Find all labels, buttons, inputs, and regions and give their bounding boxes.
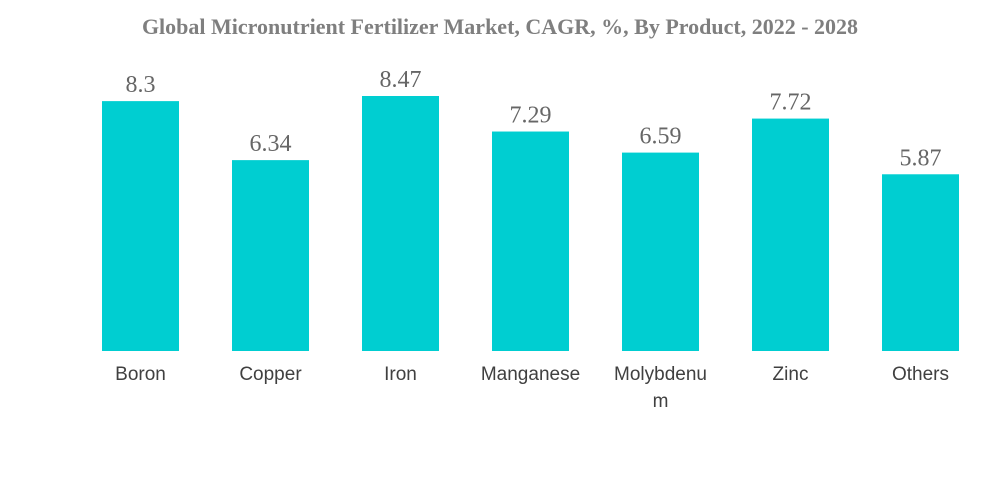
value-label-iron: 8.47 [380,67,422,93]
bar-copper [232,160,309,351]
value-label-boron: 8.3 [126,72,156,98]
chart-title: Global Micronutrient Fertilizer Market, … [141,14,859,39]
category-label-copper: Copper [239,364,302,385]
category-label-molybdenum: Molybdenu m [614,364,707,412]
category-label-zinc: Zinc [773,364,809,385]
category-label-others: Others [892,364,949,385]
value-label-zinc: 7.72 [770,90,812,116]
bar-others [882,174,959,351]
bar-manganese [492,131,569,351]
bar-boron [102,101,179,351]
bar-iron [362,96,439,351]
value-label-manganese: 7.29 [510,103,552,129]
category-label-boron: Boron [115,364,166,385]
category-label-iron: Iron [384,364,417,385]
bar-zinc [752,118,829,351]
value-label-others: 5.87 [900,145,942,171]
bar-molybdenum [622,152,699,351]
category-label-manganese: Manganese [481,364,580,385]
value-label-molybdenum: 6.59 [640,124,682,150]
value-label-copper: 6.34 [250,131,292,157]
